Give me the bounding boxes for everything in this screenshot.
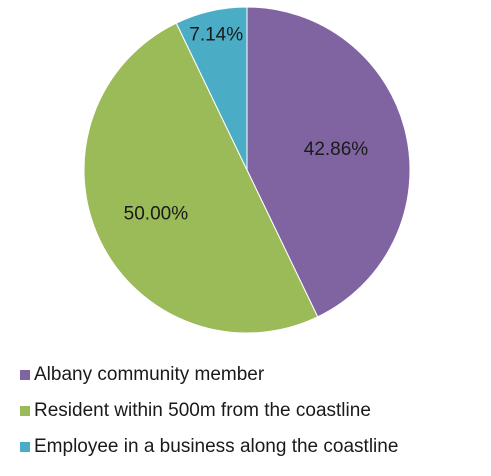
pie-chart: 42.86% 50.00% 7.14% — [83, 6, 411, 334]
legend-label: Employee in a business along the coastli… — [34, 436, 399, 457]
pie-slice-2 — [175, 6, 248, 171]
data-label-1: 50.00% — [124, 203, 189, 224]
pie-slice-1 — [83, 22, 319, 334]
legend-swatch — [20, 406, 30, 416]
legend-item-employee-in-a-business: Employee in a business along the coastli… — [20, 434, 485, 460]
legend-swatch — [20, 370, 30, 380]
chart-legend: Albany community member Resident within … — [20, 362, 485, 470]
legend-label: Resident within 500m from the coastline — [34, 400, 371, 421]
legend-item-albany-community-member: Albany community member — [20, 362, 485, 388]
data-label-2: 7.14% — [189, 24, 243, 45]
data-label-0: 42.86% — [304, 139, 369, 160]
legend-swatch — [20, 442, 30, 452]
legend-label: Albany community member — [34, 364, 265, 385]
legend-item-resident-within-500m: Resident within 500m from the coastline — [20, 398, 485, 424]
pie-slice-0 — [246, 6, 411, 318]
